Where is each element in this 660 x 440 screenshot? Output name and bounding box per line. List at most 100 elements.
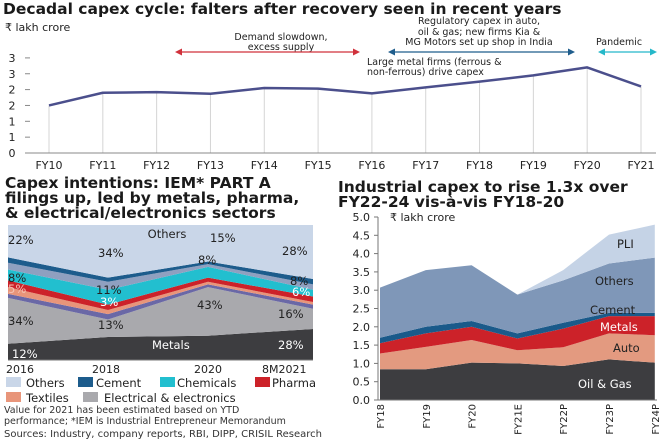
- x-tick-label: FY18: [466, 159, 493, 172]
- x-tick-label: FY22P: [559, 404, 570, 435]
- area-pharma: [8, 277, 313, 311]
- annotation-regulatory-capex: Regulatory capex in auto, oil & gas; new…: [388, 16, 575, 56]
- area-textiles: [8, 281, 313, 315]
- legend-label: Textiles: [25, 391, 69, 405]
- right-chart-x-ticks: FY18 FY19 FY20 FY21E FY22P FY23P FY24P: [376, 404, 660, 435]
- top-chart-title: Decadal capex cycle: falters after recov…: [3, 0, 562, 18]
- y-tick-label: 4.0: [353, 248, 371, 261]
- x-tick-label: FY17: [412, 159, 439, 172]
- data-label: 8%: [290, 274, 308, 288]
- x-tick-label: FY19: [520, 159, 547, 172]
- right-chart-series-labels: PLI Others Cement Metals Auto Oil & Gas: [578, 237, 640, 391]
- annotation-text: oil & gas; new firms Kia &: [418, 27, 541, 38]
- legend-swatch-pharma: [255, 377, 270, 387]
- legend-swatch-others: [6, 377, 21, 387]
- series-label-others: Others: [595, 274, 634, 288]
- data-label: 12%: [12, 347, 38, 361]
- annotation-text: excess supply: [248, 42, 315, 53]
- data-label: 22%: [8, 233, 34, 247]
- legend-label: Pharma: [272, 376, 316, 390]
- x-tick-label: 2020: [194, 363, 222, 376]
- data-label: 8%: [8, 271, 26, 285]
- area-chemicals: [8, 266, 313, 305]
- left-chart-legend: Others Cement Chemicals Pharma Textiles …: [6, 376, 316, 405]
- annotation-text: Regulatory capex in auto,: [418, 16, 540, 27]
- legend-swatch-textiles: [6, 392, 21, 402]
- y-tick-label: 1: [9, 115, 16, 128]
- area-pli: [380, 224, 655, 295]
- data-label: 11%: [96, 283, 122, 297]
- data-label: 15%: [210, 231, 236, 245]
- legend-label: Electrical & electronics: [104, 391, 236, 405]
- annotation-text: Large metal firms (ferrous &: [367, 57, 502, 68]
- label-metals: Metals: [152, 338, 190, 352]
- y-tick-label: 2: [9, 99, 16, 112]
- double-arrow-icon: [598, 48, 657, 56]
- annotation-pandemic: Pandemic: [596, 37, 657, 56]
- y-tick-label: 2: [9, 84, 16, 97]
- top-chart-y-ticks: 3 3 2 2 1 1 0: [9, 52, 30, 160]
- area-others: [380, 257, 655, 338]
- x-tick-label: 2018: [92, 363, 120, 376]
- x-tick-label: FY20: [468, 404, 479, 429]
- double-arrow-icon: [388, 48, 575, 56]
- x-tick-label: FY16: [358, 159, 385, 172]
- x-tick-label: FY11: [89, 159, 116, 172]
- y-tick-label: 3.5: [353, 266, 371, 279]
- x-tick-label: FY21: [627, 159, 654, 172]
- top-chart-x-ticks: FY10 FY11 FY12 FY13 FY14 FY15 FY16 FY17 FY18 FY19…: [35, 159, 654, 172]
- left-chart-data-labels: Others 22% 34% 15% 28% 8% 11% 8% 8% 5% 3…: [8, 227, 310, 361]
- x-tick-label: FY20: [574, 159, 601, 172]
- left-chart-areas: [8, 225, 313, 360]
- series-label-oil-gas: Oil & Gas: [578, 377, 632, 391]
- x-tick-label: FY13: [197, 159, 224, 172]
- right-chart-areas: [380, 224, 655, 400]
- x-tick-label: 2016: [6, 363, 34, 376]
- data-label: 6%: [292, 285, 310, 299]
- right-chart-unit: ₹ lakh crore: [390, 211, 455, 224]
- x-tick-label: FY23P: [605, 404, 616, 435]
- y-tick-label: 2.0: [353, 321, 371, 334]
- x-tick-label: FY10: [35, 159, 62, 172]
- left-chart-title-line3: & electrical/electronics sectors: [5, 204, 276, 222]
- legend-label: Chemicals: [177, 376, 236, 390]
- left-chart-title-line1: Capex intentions: IEM* PART A: [5, 174, 271, 192]
- y-tick-label: 3: [9, 68, 16, 81]
- x-tick-label: 8M2021: [262, 363, 306, 376]
- y-tick-label: 0.0: [353, 394, 371, 407]
- top-chart-series: [48, 66, 642, 107]
- data-label: 34%: [8, 314, 34, 328]
- data-label: 28%: [278, 338, 304, 352]
- area-oil-gas: [380, 359, 655, 400]
- top-chart-unit: ₹ lakh crore: [5, 21, 70, 34]
- x-tick-label: FY14: [251, 159, 278, 172]
- y-tick-label: 1.5: [353, 339, 371, 352]
- right-chart-y-ticks: 0.0 0.5 1.0 1.5 2.0 2.5 3.0 3.5 4.0 4.5 5.0: [353, 211, 378, 407]
- x-tick-label: FY15: [305, 159, 332, 172]
- area-cement: [380, 312, 655, 344]
- area-electrical-electronics: [8, 287, 313, 344]
- data-label: 5%: [8, 282, 26, 296]
- series-label-cement: Cement: [590, 303, 636, 317]
- y-tick-label: 1: [9, 131, 16, 144]
- y-tick-label: 3.0: [353, 284, 371, 297]
- left-chart-title-line2: filings up, led by metals, pharma,: [5, 189, 299, 207]
- annotation-demand-slowdown: Demand slowdown, excess supply: [175, 32, 360, 56]
- y-tick-label: 0.5: [353, 376, 371, 389]
- y-tick-label: 5.0: [353, 211, 371, 224]
- data-label: 43%: [197, 298, 223, 312]
- annotation-text: Pandemic: [596, 37, 642, 48]
- right-chart-title-line1: Industrial capex to rise 1.3x over: [338, 178, 628, 196]
- y-tick-label: 4.5: [353, 229, 371, 242]
- annotation-text: non-ferrous) drive capex: [367, 67, 484, 78]
- x-tick-label: FY12: [143, 159, 170, 172]
- data-label: 3%: [100, 295, 118, 309]
- capex-line: [48, 66, 642, 107]
- legend-swatch-chemicals: [160, 377, 175, 387]
- label-others: Others: [148, 227, 187, 241]
- series-label-metals: Metals: [600, 320, 638, 334]
- area-band-2: [8, 284, 313, 320]
- sources: Sources: Industry, company reports, RBI,…: [4, 429, 322, 440]
- x-tick-label: FY21E: [513, 404, 524, 435]
- data-label: 8%: [198, 253, 216, 267]
